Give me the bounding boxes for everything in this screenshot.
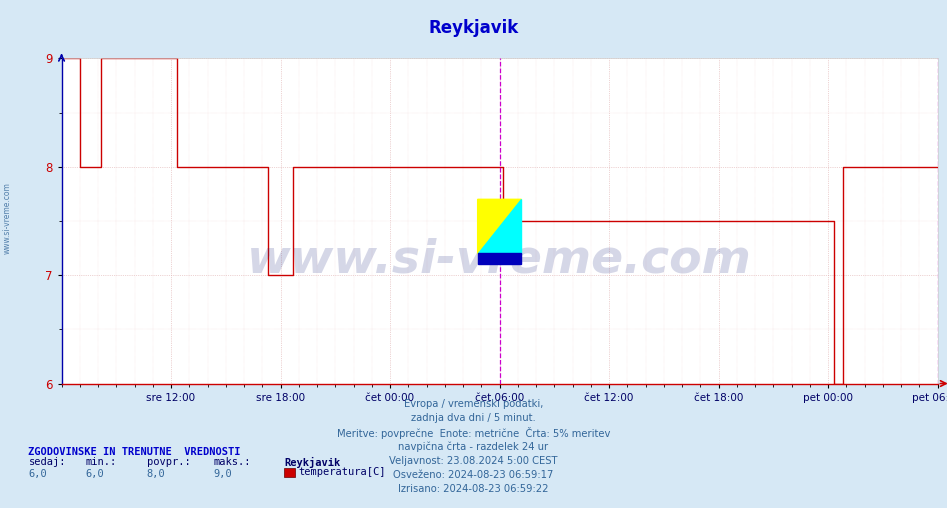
Polygon shape <box>477 199 522 253</box>
Text: 8,0: 8,0 <box>147 469 166 479</box>
Bar <box>477 253 522 264</box>
Text: Reykjavik: Reykjavik <box>284 457 340 468</box>
Text: 6,0: 6,0 <box>85 469 104 479</box>
Polygon shape <box>477 199 522 253</box>
Text: navpična črta - razdelek 24 ur: navpična črta - razdelek 24 ur <box>399 441 548 452</box>
Text: maks.:: maks.: <box>213 457 251 467</box>
Text: sedaj:: sedaj: <box>28 457 66 467</box>
Text: 9,0: 9,0 <box>213 469 232 479</box>
Text: www.si-vreme.com: www.si-vreme.com <box>3 182 12 255</box>
Text: Osveženo: 2024-08-23 06:59:17: Osveženo: 2024-08-23 06:59:17 <box>393 470 554 480</box>
Text: min.:: min.: <box>85 457 116 467</box>
Text: ZGODOVINSKE IN TRENUTNE  VREDNOSTI: ZGODOVINSKE IN TRENUTNE VREDNOSTI <box>28 447 241 457</box>
Text: Reykjavik: Reykjavik <box>428 19 519 37</box>
Text: Izrisano: 2024-08-23 06:59:22: Izrisano: 2024-08-23 06:59:22 <box>399 484 548 494</box>
Text: zadnja dva dni / 5 minut.: zadnja dva dni / 5 minut. <box>411 413 536 423</box>
Text: temperatura[C]: temperatura[C] <box>298 467 385 478</box>
Text: Evropa / vremenski podatki,: Evropa / vremenski podatki, <box>403 399 544 409</box>
Text: 6,0: 6,0 <box>28 469 47 479</box>
Text: Meritve: povprečne  Enote: metrične  Črta: 5% meritev: Meritve: povprečne Enote: metrične Črta:… <box>337 427 610 439</box>
Text: www.si-vreme.com: www.si-vreme.com <box>247 238 752 282</box>
Text: Veljavnost: 23.08.2024 5:00 CEST: Veljavnost: 23.08.2024 5:00 CEST <box>389 456 558 466</box>
Text: povpr.:: povpr.: <box>147 457 190 467</box>
